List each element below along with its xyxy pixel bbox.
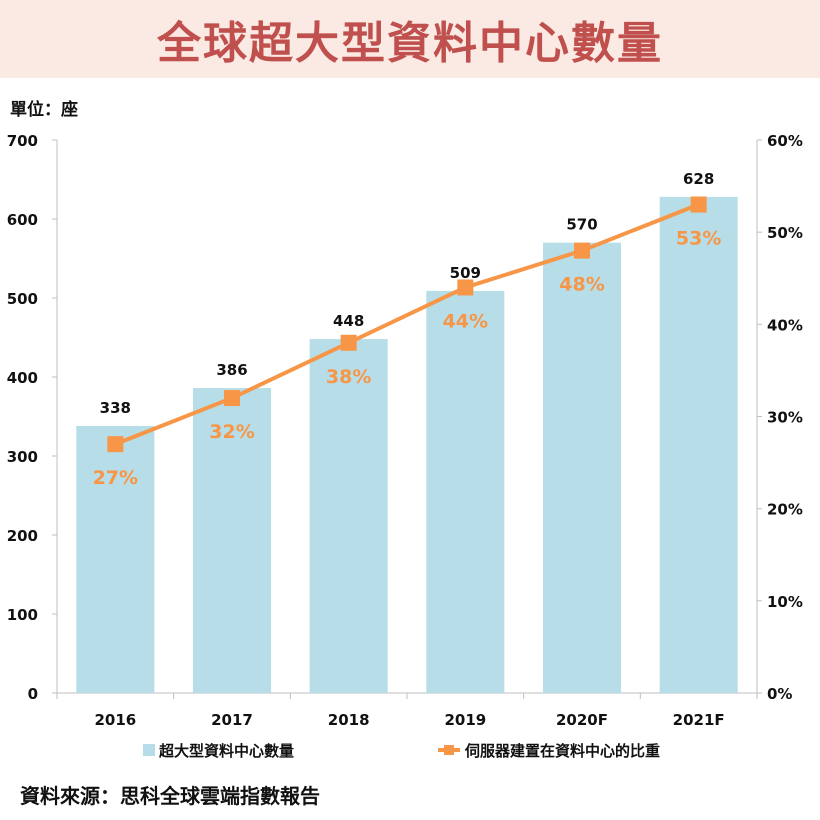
y-right-tick-label: 60% [767, 132, 803, 150]
y-right-tick-label: 0% [767, 685, 792, 703]
bar [426, 290, 505, 693]
y-left-tick-label: 100 [7, 606, 38, 624]
y-right-tick-label: 20% [767, 501, 803, 519]
bar-value-label: 628 [683, 170, 714, 188]
x-tick-label: 2020F [556, 711, 608, 729]
line-point-marker [107, 436, 124, 453]
y-left-tick-label: 400 [7, 369, 38, 387]
chart-title: 全球超大型資料中心數量 [157, 18, 663, 69]
line-value-label: 53% [676, 228, 721, 250]
bar-value-label: 509 [450, 264, 481, 282]
bar-value-label: 386 [216, 361, 247, 379]
bar [193, 388, 271, 693]
legend-line-marker [444, 745, 454, 755]
y-right-tick-label: 50% [767, 224, 803, 242]
y-left-tick-label: 300 [7, 448, 38, 466]
title-banner: 全球超大型資料中心數量 [0, 0, 820, 78]
line-point-marker [574, 242, 590, 259]
x-tick-label: 2019 [444, 711, 486, 729]
bar-value-label: 570 [566, 216, 597, 234]
bar [543, 242, 621, 693]
legend-line-label: 伺服器建置在資料中心的比重 [464, 742, 660, 760]
y-left-tick-label: 600 [7, 211, 38, 229]
y-right-tick-label: 30% [767, 409, 803, 427]
line-point-marker [224, 390, 240, 407]
x-tick-label: 2018 [328, 711, 370, 729]
line-value-label: 48% [559, 274, 604, 296]
line-value-label: 38% [326, 366, 371, 388]
line-point-marker [457, 279, 474, 296]
y-left-tick-label: 0 [28, 685, 38, 703]
line-value-label: 27% [93, 467, 138, 489]
legend-bar-swatch [143, 744, 155, 756]
x-tick-label: 2021F [673, 711, 725, 729]
line-point-marker [340, 334, 357, 351]
unit-label: 單位：座 [10, 100, 78, 120]
y-left-tick-label: 500 [7, 290, 38, 308]
x-tick-label: 2016 [94, 711, 136, 729]
bar [309, 339, 388, 693]
y-left-tick-label: 700 [7, 132, 38, 150]
line-series [114, 202, 700, 447]
source-note: 資料來源：思科全球雲端指數報告 [20, 784, 320, 808]
bar-value-label: 448 [333, 312, 364, 330]
line-value-label: 32% [209, 421, 254, 443]
y-right-tick-label: 40% [767, 316, 803, 334]
line-value-label: 44% [443, 310, 488, 332]
y-right-tick-label: 10% [767, 593, 803, 611]
bar-value-label: 338 [100, 399, 131, 417]
x-tick-label: 2017 [211, 711, 253, 729]
legend-bar-label: 超大型資料中心數量 [158, 742, 294, 760]
bar [659, 196, 738, 693]
bar [76, 425, 155, 693]
y-left-tick-label: 200 [7, 527, 38, 545]
line-point-marker [690, 196, 707, 213]
